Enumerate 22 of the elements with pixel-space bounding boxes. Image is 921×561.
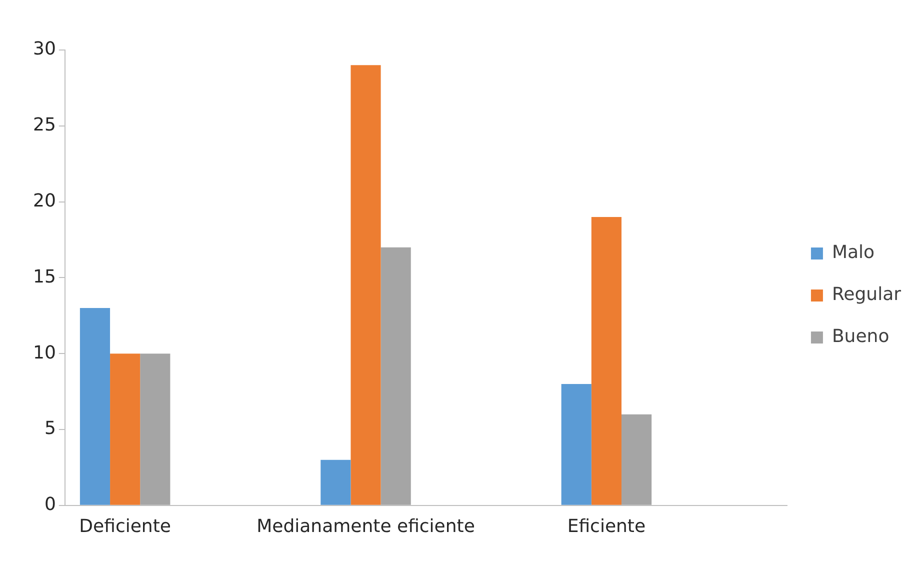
bar (380, 247, 411, 505)
legend-label: Bueno (832, 326, 890, 348)
y-tick-label: 0 (44, 494, 56, 516)
x-tick-label: Medianamente eficiente (256, 516, 475, 537)
bar (621, 414, 652, 505)
y-tick-label: 10 (33, 342, 56, 364)
y-tick-label: 20 (33, 190, 56, 212)
y-tick-label: 15 (33, 266, 56, 288)
bar (80, 308, 110, 505)
bar (110, 354, 140, 505)
bar (350, 65, 381, 505)
bar (140, 354, 170, 505)
y-tick-label: 5 (44, 418, 56, 440)
x-tick-label: Deficiente (79, 516, 171, 537)
bar (320, 460, 351, 505)
bar (591, 216, 622, 505)
y-tick-label: 25 (33, 114, 56, 136)
legend-label: Regular (832, 284, 902, 306)
x-tick-label: Eficiente (567, 516, 646, 537)
bar (561, 384, 592, 505)
legend-label: Malo (832, 242, 875, 264)
y-tick-label: 30 (33, 38, 56, 60)
